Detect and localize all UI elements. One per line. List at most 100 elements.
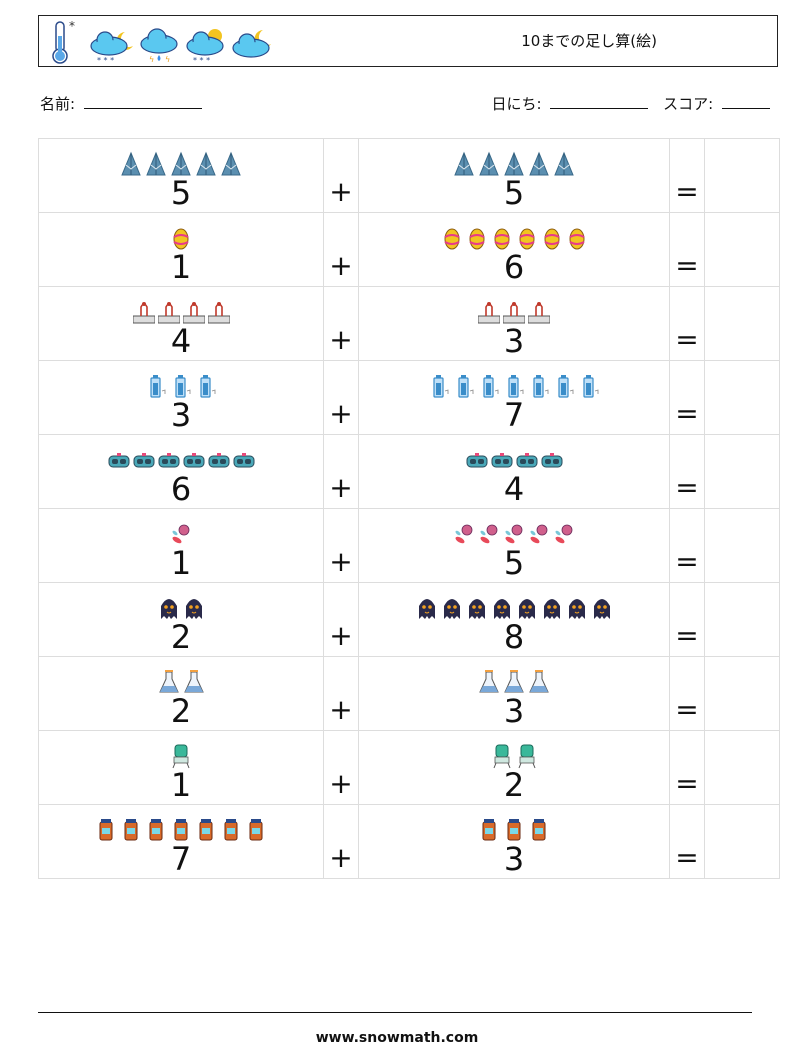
score-blank[interactable] [722, 94, 770, 109]
vr-goggles-icon [133, 453, 154, 468]
ghost-icon [593, 599, 610, 619]
medicine-bottle-icon [532, 819, 546, 841]
date-score-group: 日にち: スコア: [492, 93, 770, 114]
medicine-bottle-icon [99, 819, 113, 841]
plus-sign-cell: + [323, 582, 359, 657]
operand-a: 1 [170, 544, 192, 582]
operand-a: 1 [170, 766, 192, 804]
battery-icon [200, 375, 216, 398]
answer-cell[interactable] [704, 582, 780, 657]
picture-group [39, 369, 323, 399]
problem-row: 3 +7 = [38, 360, 780, 435]
problem-row: 4 +3 = [38, 286, 780, 361]
score-label: スコア: [663, 95, 714, 113]
equals-sign-cell: = [669, 582, 705, 657]
mountain-icon [504, 151, 524, 176]
operand-b-cell: 7 [358, 360, 670, 435]
answer-cell[interactable] [704, 730, 780, 805]
worksheet-title: 10までの足し算(絵) [521, 32, 657, 50]
operand-b-cell: 5 [358, 508, 670, 583]
answer-cell[interactable] [704, 212, 780, 287]
answer-cell[interactable] [704, 286, 780, 361]
plus-sign: + [329, 545, 353, 578]
footer-url[interactable]: www.snowmath.com [315, 1030, 479, 1046]
picture-group [359, 813, 669, 843]
problem-row: 2 +8 = [38, 582, 780, 657]
picture-group [39, 517, 323, 547]
medicine-bottle-icon [174, 819, 188, 841]
battery-icon [583, 375, 599, 398]
plus-sign: + [329, 693, 353, 726]
problem-row: 6 +4 = [38, 434, 780, 509]
picture-group [39, 295, 323, 325]
mountain-icon [121, 151, 141, 176]
ghost-icon [443, 599, 460, 619]
operand-b-cell: 3 [358, 804, 670, 879]
plus-sign-cell: + [323, 286, 359, 361]
operand-a: 2 [170, 692, 192, 730]
picture-group [359, 665, 669, 695]
picture-group [359, 369, 669, 399]
equals-sign: = [675, 249, 699, 282]
operand-b: 6 [503, 248, 525, 286]
battery-icon [483, 375, 499, 398]
plus-sign-cell: + [323, 434, 359, 509]
cable-car-icon [157, 302, 180, 324]
operand-a: 2 [170, 618, 192, 656]
cable-car-icon [478, 302, 500, 324]
battery-icon [433, 375, 449, 398]
cable-car-icon [207, 302, 230, 324]
equals-sign: = [675, 323, 699, 356]
picture-group [359, 739, 669, 769]
operand-b: 3 [503, 322, 525, 360]
plus-sign: + [329, 249, 353, 282]
easter-egg-icon [494, 228, 509, 250]
operand-b: 8 [503, 618, 525, 656]
plus-sign: + [329, 767, 353, 800]
equals-sign-cell: = [669, 286, 705, 361]
answer-cell[interactable] [704, 804, 780, 879]
answer-cell[interactable] [704, 434, 780, 509]
plus-sign: + [329, 175, 353, 208]
thermometer-icon: * [52, 19, 75, 64]
problem-row: 1 +6 = [38, 212, 780, 287]
equals-sign: = [675, 619, 699, 652]
problem-row: 2 +3 = [38, 656, 780, 731]
answer-cell[interactable] [704, 656, 780, 731]
flask-icon [479, 670, 499, 693]
picture-group [359, 221, 669, 251]
medicine-bottle-icon [482, 819, 496, 841]
problem-row: 5 +5 = [38, 138, 780, 213]
plus-sign: + [329, 841, 353, 874]
answer-cell[interactable] [704, 508, 780, 583]
picture-group [39, 221, 323, 251]
operand-a: 5 [170, 174, 192, 212]
plus-sign: + [329, 471, 353, 504]
equals-sign: = [675, 693, 699, 726]
picture-group [359, 295, 669, 325]
mountain-icon [171, 151, 191, 176]
plus-sign: + [329, 323, 353, 356]
battery-icon [175, 375, 191, 398]
answer-cell[interactable] [704, 360, 780, 435]
answer-cell[interactable] [704, 138, 780, 213]
picture-group [39, 591, 323, 621]
picture-group [39, 443, 323, 473]
operand-b: 7 [503, 396, 525, 434]
operand-b: 5 [503, 544, 525, 582]
equals-sign-cell: = [669, 730, 705, 805]
operand-b: 5 [503, 174, 525, 212]
battery-icon [508, 375, 524, 398]
cable-car-icon [503, 302, 525, 324]
ghost-icon [468, 599, 485, 619]
date-blank[interactable] [550, 94, 649, 109]
operand-b: 3 [503, 840, 525, 878]
operand-a-cell: 2 [38, 582, 324, 657]
name-blank[interactable] [83, 94, 202, 109]
plus-sign-cell: + [323, 508, 359, 583]
picture-group [39, 147, 323, 177]
water-cooler-icon [172, 744, 190, 769]
operand-a-cell: 4 [38, 286, 324, 361]
plus-sign: + [329, 619, 353, 652]
candy-icon [172, 524, 190, 544]
